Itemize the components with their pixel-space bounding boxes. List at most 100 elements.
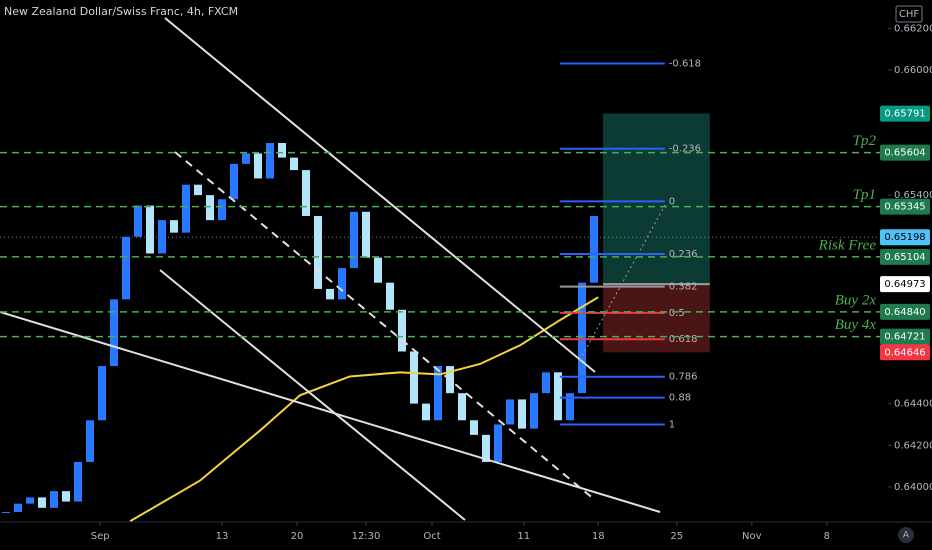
y-tick-label: 0.64400 bbox=[894, 399, 932, 410]
x-tick-label: 25 bbox=[670, 531, 683, 542]
candle bbox=[134, 205, 142, 237]
candle bbox=[98, 366, 106, 421]
currency: CHF bbox=[899, 9, 920, 20]
candle bbox=[26, 497, 34, 504]
candle bbox=[470, 420, 478, 435]
candle bbox=[386, 282, 394, 310]
candle bbox=[338, 268, 346, 300]
y-tick-label: 0.66200 bbox=[894, 23, 932, 34]
price-label-box bbox=[880, 105, 930, 122]
trendline bbox=[164, 17, 596, 373]
plot-area bbox=[0, 113, 888, 523]
candle bbox=[146, 205, 154, 254]
loss-zone bbox=[603, 284, 710, 353]
overlay: -0.618 -0.236 0 0.236 0.382 0.5 0.618 0.786 0.88… bbox=[0, 59, 888, 430]
candle bbox=[86, 420, 94, 462]
fib-label: -0.236 bbox=[669, 144, 701, 155]
candle bbox=[278, 143, 286, 158]
auto-button[interactable] bbox=[898, 527, 914, 543]
candle bbox=[182, 184, 190, 233]
candle bbox=[326, 288, 334, 300]
candle bbox=[50, 491, 58, 508]
auto-label[interactable]: A bbox=[903, 531, 910, 541]
candle bbox=[398, 309, 406, 352]
level-label: Buy 2x bbox=[835, 292, 877, 308]
y-tick-label: 0.66000 bbox=[894, 65, 932, 76]
price-label-box bbox=[880, 144, 930, 161]
level-label: Buy 4x bbox=[835, 317, 877, 333]
price-label: 0.65791 bbox=[884, 109, 925, 120]
fib-label: 0.88 bbox=[669, 393, 691, 404]
fib-label: 1 bbox=[669, 419, 675, 430]
candle bbox=[14, 503, 22, 512]
fib-label: 0.5 bbox=[669, 308, 685, 319]
price-label-box bbox=[880, 328, 930, 345]
trendline bbox=[174, 151, 596, 501]
profit-zone bbox=[603, 113, 710, 285]
candle bbox=[422, 403, 430, 421]
price-label: 0.64646 bbox=[884, 347, 925, 358]
candle bbox=[542, 372, 550, 394]
price-label: 0.65198 bbox=[884, 232, 925, 243]
y-tick-label: 0.64200 bbox=[894, 440, 932, 451]
candle bbox=[302, 170, 310, 216]
price-label-box bbox=[880, 248, 930, 265]
level-label: Risk Free bbox=[818, 237, 877, 253]
candle bbox=[254, 153, 262, 179]
trendline bbox=[0, 311, 661, 513]
candle bbox=[458, 393, 466, 421]
candle bbox=[554, 372, 562, 421]
x-tick-label: 8 bbox=[824, 531, 830, 542]
x-tick-label: 11 bbox=[517, 531, 530, 542]
x-tick-label: 13 bbox=[216, 531, 229, 542]
fib-label: 0.236 bbox=[669, 249, 698, 260]
fib-label: 0.382 bbox=[669, 282, 698, 293]
candle bbox=[110, 299, 118, 367]
candle bbox=[362, 211, 370, 258]
candle bbox=[230, 163, 238, 200]
candle bbox=[578, 282, 586, 394]
chart-title: New Zealand Dollar/Swiss Franc, 4h, FXCM bbox=[4, 5, 238, 18]
price-label: 0.64721 bbox=[884, 332, 925, 343]
fib-label: 0 bbox=[669, 196, 675, 207]
candle bbox=[194, 184, 202, 196]
candle bbox=[566, 393, 574, 421]
candle bbox=[410, 351, 418, 404]
candle bbox=[206, 195, 214, 221]
fib-label: -0.618 bbox=[669, 59, 701, 70]
currency-box bbox=[895, 5, 923, 23]
x-tick-label: Sep bbox=[91, 531, 110, 542]
y-tick-label: 0.64000 bbox=[894, 482, 932, 493]
price-label-box bbox=[880, 344, 930, 361]
candle bbox=[74, 461, 82, 502]
y-tick-label: 0.65400 bbox=[894, 190, 932, 201]
x-tick-label: 20 bbox=[291, 531, 304, 542]
x-tick-label: 18 bbox=[592, 531, 605, 542]
candle bbox=[2, 511, 10, 513]
candle bbox=[506, 399, 514, 425]
auto-scale-button[interactable]: A bbox=[898, 527, 914, 543]
fib-label: 0.786 bbox=[669, 372, 698, 383]
level-label: Tp2 bbox=[853, 133, 877, 149]
price-label-box bbox=[880, 198, 930, 215]
x-tick-label: 12:30 bbox=[352, 531, 381, 542]
candle bbox=[590, 215, 598, 283]
candle bbox=[314, 215, 322, 289]
candle bbox=[158, 220, 166, 254]
candle bbox=[38, 497, 46, 508]
candle bbox=[218, 199, 226, 221]
price-label-box bbox=[880, 276, 930, 293]
candle bbox=[62, 491, 70, 502]
level-label: Tp1 bbox=[853, 187, 876, 203]
candle bbox=[530, 393, 538, 429]
x-tick-label: Oct bbox=[423, 531, 440, 542]
candle bbox=[518, 399, 526, 429]
candle bbox=[350, 211, 358, 269]
candle bbox=[482, 434, 490, 462]
candle bbox=[434, 366, 442, 421]
trendlines bbox=[0, 17, 666, 521]
price-label-box bbox=[880, 303, 930, 320]
price-label-box bbox=[880, 229, 930, 246]
